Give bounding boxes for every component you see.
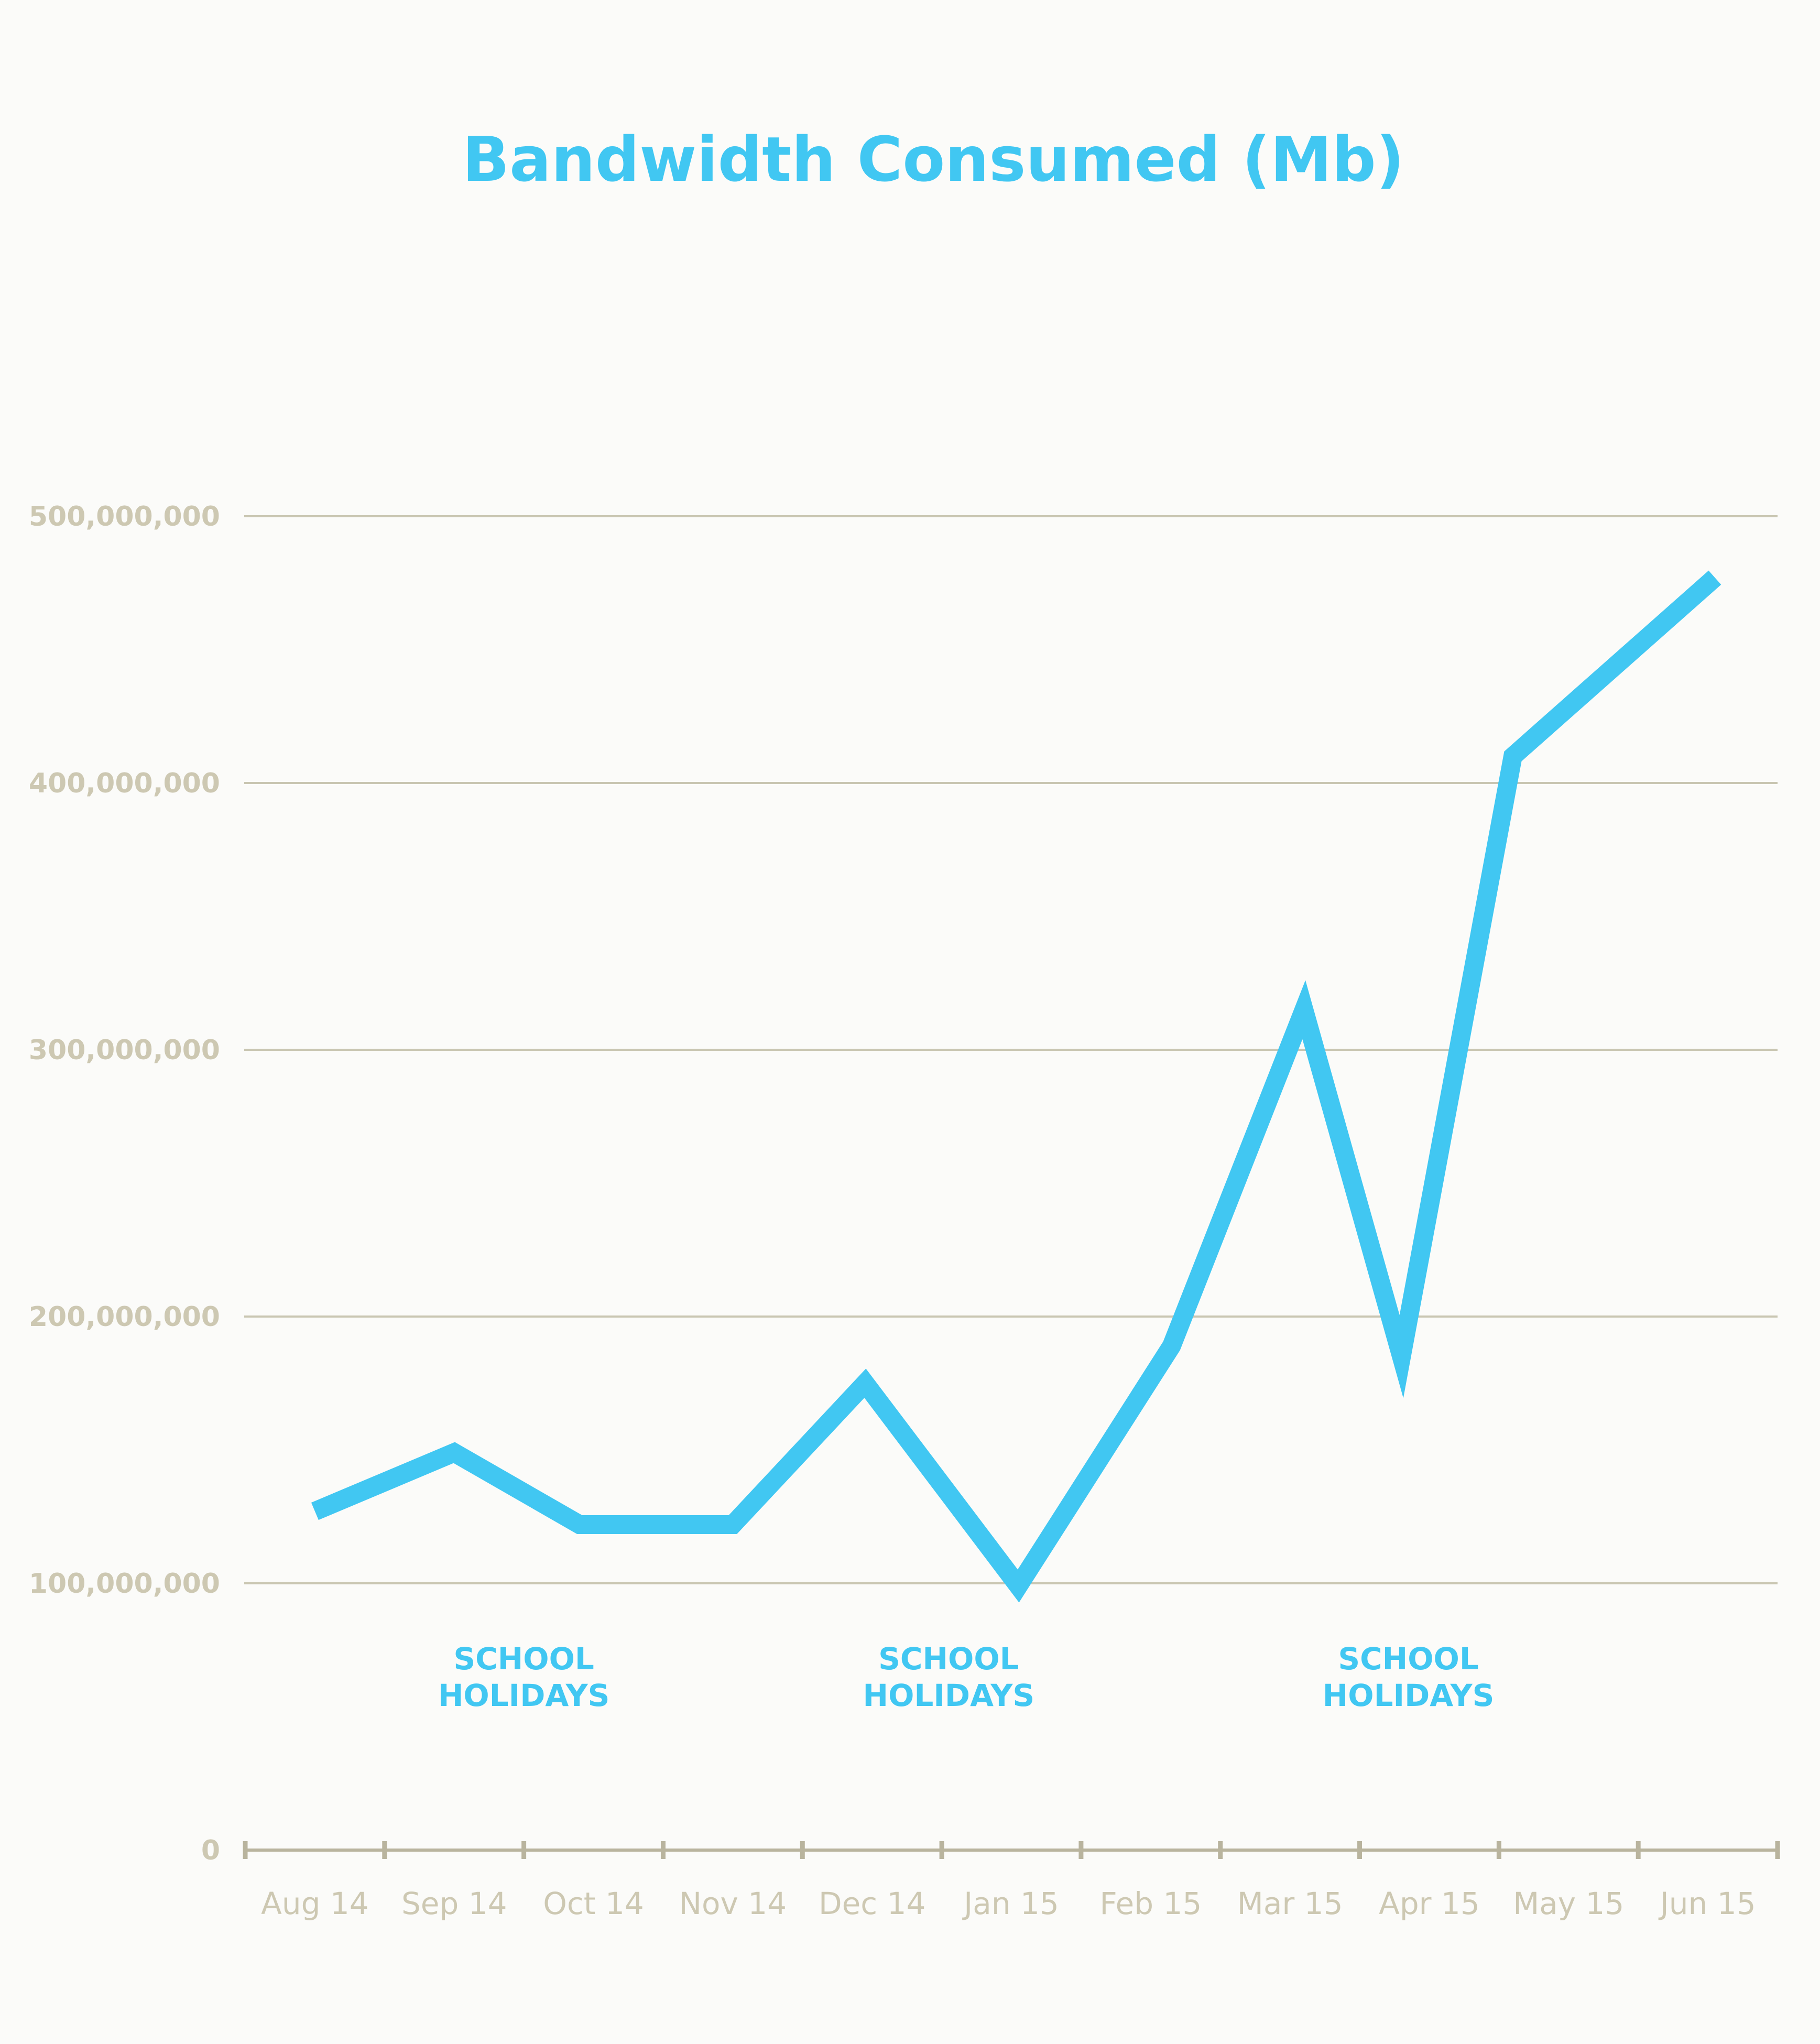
data-point bbox=[1714, 577, 1716, 579]
annotation-label: SCHOOL bbox=[1338, 1641, 1478, 1677]
x-tick-label: Jan 15 bbox=[962, 1886, 1059, 1921]
y-tick-label: 100,000,000 bbox=[29, 1568, 220, 1600]
data-point bbox=[453, 1452, 455, 1454]
data-point bbox=[1171, 1345, 1173, 1347]
annotation-label: HOLIDAYS bbox=[863, 1678, 1035, 1713]
y-tick-label: 400,000,000 bbox=[29, 768, 220, 799]
x-tick-label: Feb 15 bbox=[1099, 1886, 1202, 1921]
data-point bbox=[579, 1524, 581, 1526]
y-tick-label: 0 bbox=[201, 1835, 220, 1866]
x-tick-label: May 15 bbox=[1513, 1886, 1624, 1921]
annotation-label: SCHOOL bbox=[453, 1641, 594, 1677]
data-point bbox=[1512, 755, 1514, 757]
annotation-label: HOLIDAYS bbox=[1323, 1678, 1495, 1713]
annotation-label: HOLIDAYS bbox=[438, 1678, 610, 1713]
x-tick-label: Mar 15 bbox=[1237, 1886, 1343, 1921]
annotations: SCHOOLHOLIDAYSSCHOOLHOLIDAYSSCHOOLHOLIDA… bbox=[438, 1641, 1495, 1713]
y-tick-label: 300,000,000 bbox=[29, 1035, 220, 1066]
x-tick-label: Apr 15 bbox=[1379, 1886, 1480, 1921]
data-point bbox=[314, 1510, 316, 1513]
y-tick-label: 200,000,000 bbox=[29, 1301, 220, 1333]
data-point bbox=[732, 1524, 734, 1526]
x-tick-label: Jun 15 bbox=[1659, 1886, 1756, 1921]
x-tick-label: Nov 14 bbox=[679, 1886, 787, 1921]
x-tick-label: Sep 14 bbox=[401, 1886, 507, 1921]
series bbox=[311, 570, 1721, 1603]
y-tick-label: 500,000,000 bbox=[29, 501, 220, 532]
x-tick-label: Oct 14 bbox=[543, 1886, 644, 1921]
chart-title: Bandwidth Consumed (Mb) bbox=[462, 123, 1404, 195]
x-axis bbox=[243, 1841, 1780, 1859]
gridlines bbox=[244, 515, 1778, 1584]
x-tick-label: Dec 14 bbox=[819, 1886, 925, 1921]
data-point bbox=[1303, 1009, 1305, 1011]
series-line bbox=[311, 570, 1721, 1603]
data-point bbox=[864, 1382, 866, 1384]
x-tick-label: Aug 14 bbox=[261, 1886, 369, 1921]
x-axis-ticks: Aug 14 Sep 14 Oct 14 Nov 14 Dec 14 Jan 15 Feb … bbox=[261, 1886, 1756, 1921]
data-point bbox=[1017, 1585, 1019, 1587]
data-point bbox=[1400, 1355, 1402, 1357]
annotation-label: SCHOOL bbox=[878, 1641, 1019, 1677]
y-axis-ticks: 0 100,000,000 200,000,000 300,000,000 400,00… bbox=[29, 501, 220, 1866]
